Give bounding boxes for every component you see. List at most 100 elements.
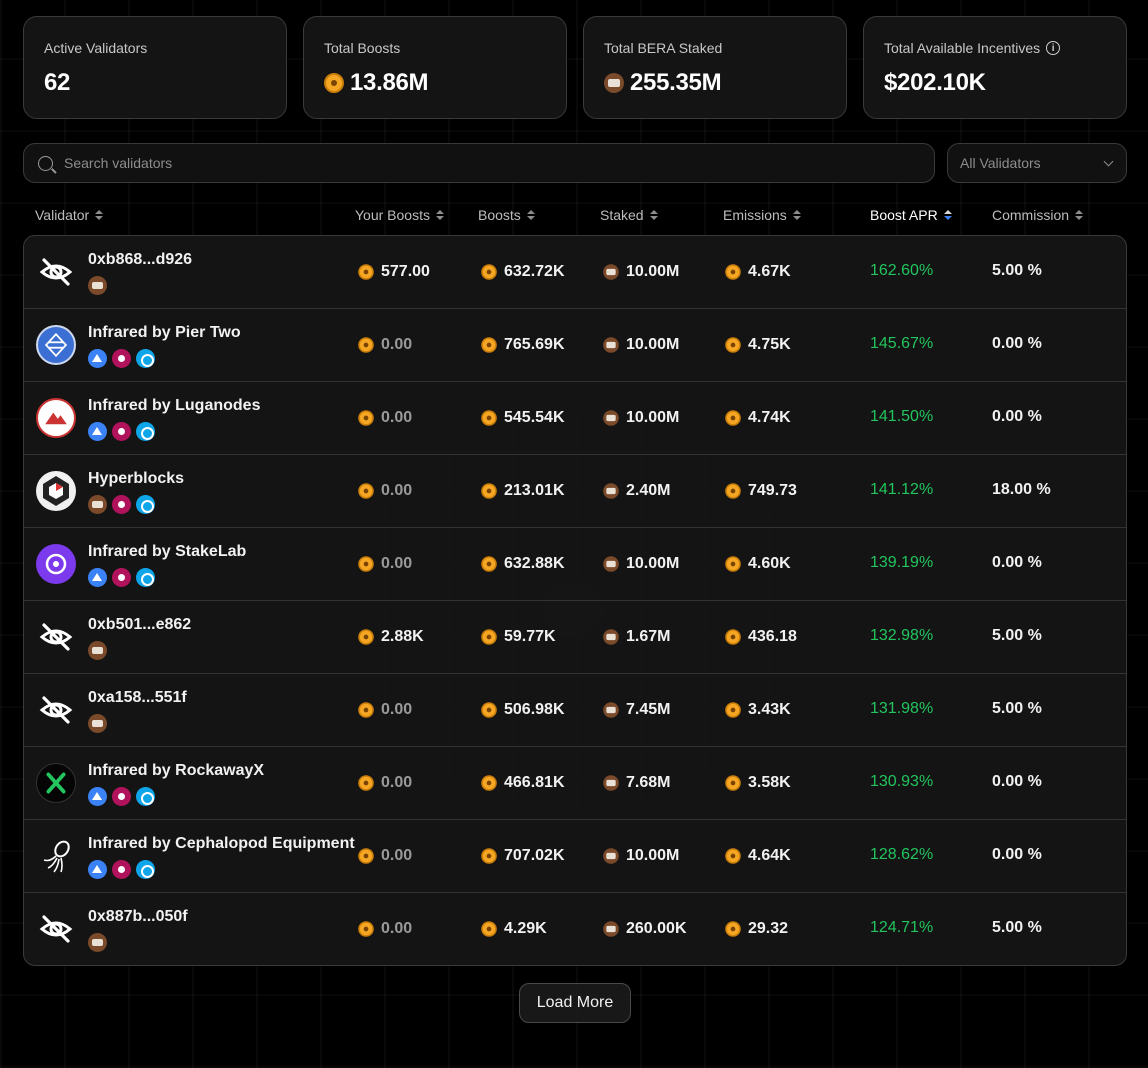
column-label: Staked	[600, 207, 644, 223]
table-row[interactable]: Infrared by Luganodes 0.00 545.54K 10.00M 4.…	[24, 382, 1126, 455]
stat-label: Total Available Incentives i	[884, 39, 1106, 57]
cell-value: 10.00M	[626, 336, 680, 353]
column-header-boost-apr[interactable]: Boost APR	[870, 207, 952, 223]
cell-emissions: 3.58K	[723, 773, 791, 793]
bera-coin-icon	[603, 702, 619, 718]
validator-avatar	[36, 763, 76, 803]
cell-boost-apr: 162.60%	[870, 262, 934, 279]
cell-staked: 7.45M	[601, 700, 670, 720]
info-icon[interactable]: i	[1046, 41, 1061, 55]
validator-avatar	[36, 325, 76, 365]
cell-your-boosts: 0.00	[356, 773, 412, 793]
table-row[interactable]: Infrared by Pier Two 0.00 765.69K 10.00M 4.7…	[24, 309, 1126, 382]
cell-value: 0.00	[381, 774, 413, 791]
incentive-badges	[88, 787, 155, 806]
table-row[interactable]: Infrared by Cephalopod Equipment 0.00 707.…	[24, 820, 1126, 893]
cell-value: 749.73	[748, 482, 797, 499]
magenta-token-icon	[112, 860, 131, 879]
search-bar[interactable]	[23, 143, 935, 183]
bgt-coin-icon	[358, 264, 374, 280]
column-header-emissions[interactable]: Emissions	[723, 207, 801, 223]
column-header-your-boosts[interactable]: Your Boosts	[355, 207, 444, 223]
cell-value: 4.64K	[748, 847, 791, 864]
cell-boosts: 707.02K	[479, 846, 565, 866]
cell-emissions: 3.43K	[723, 700, 791, 720]
sort-icon	[95, 210, 104, 220]
bgt-coin-icon	[725, 264, 741, 280]
bera-coin-icon	[603, 775, 619, 791]
cell-commission: 0.00 %	[992, 554, 1042, 571]
cell-emissions: 436.18	[723, 627, 797, 647]
column-label: Your Boosts	[355, 207, 430, 223]
stat-value: 62	[44, 69, 266, 97]
table-row[interactable]: Infrared by RockawayX 0.00 466.81K 7.68M 3.5…	[24, 747, 1126, 820]
cell-value: 10.00M	[626, 409, 680, 426]
bera-coin-icon	[603, 483, 619, 499]
table-row[interactable]: 0x887b...050f 0.00 4.29K 260.00K 29.32 124.71…	[24, 893, 1126, 965]
stat-card-active-validators: Active Validators 62	[23, 16, 287, 119]
cell-value: 632.72K	[504, 263, 565, 280]
cell-value: 0.00	[381, 701, 413, 718]
bera-coin-icon	[604, 73, 624, 93]
cell-staked: 260.00K	[601, 919, 687, 939]
eye-off-icon	[36, 617, 76, 657]
cell-value: 436.18	[748, 628, 797, 645]
cyan-token-icon	[136, 349, 155, 368]
bera-coin-icon	[603, 410, 619, 426]
cyan-token-icon	[136, 495, 155, 514]
eye-off-icon	[36, 252, 76, 292]
table-row[interactable]: 0xb868...d926 577.00 632.72K 10.00M 4.67K 162…	[24, 236, 1126, 309]
column-label: Boost APR	[870, 207, 938, 223]
cell-commission: 0.00 %	[992, 335, 1042, 352]
bgt-coin-icon	[358, 410, 374, 426]
brown-token-icon	[88, 933, 107, 952]
stat-value: $202.10K	[884, 69, 1106, 97]
column-header-commission[interactable]: Commission	[992, 207, 1084, 223]
cell-boosts: 632.72K	[479, 262, 565, 282]
bgt-coin-icon	[358, 775, 374, 791]
cell-boosts: 765.69K	[479, 335, 565, 355]
bgt-coin-icon	[324, 73, 344, 93]
bgt-coin-icon	[725, 410, 741, 426]
table-row[interactable]: 0xa158...551f 0.00 506.98K 7.45M 3.43K 131.98…	[24, 674, 1126, 747]
cell-boost-apr: 124.71%	[870, 919, 934, 936]
eye-off-icon	[36, 690, 76, 730]
cell-staked: 1.67M	[601, 627, 670, 647]
cell-emissions: 4.64K	[723, 846, 791, 866]
cell-value: 4.67K	[748, 263, 791, 280]
stat-card-total-incentives: Total Available Incentives i $202.10K	[863, 16, 1127, 119]
stat-label-text: Total Available Incentives	[884, 40, 1041, 56]
brown-token-icon	[88, 495, 107, 514]
cell-commission: 0.00 %	[992, 773, 1042, 790]
validator-avatar	[36, 398, 76, 438]
table-row[interactable]: 0xb501...e862 2.88K 59.77K 1.67M 436.18 132.9…	[24, 601, 1126, 674]
load-more-button[interactable]: Load More	[519, 983, 631, 1023]
validator-name: Hyperblocks	[88, 470, 185, 487]
column-header-boosts[interactable]: Boosts	[478, 207, 535, 223]
column-header-validator[interactable]: Validator	[35, 207, 104, 223]
cell-value: 466.81K	[504, 774, 565, 791]
cell-boosts: 59.77K	[479, 627, 556, 647]
cell-value: 577.00	[381, 263, 430, 280]
validator-avatar	[36, 471, 76, 511]
cyan-token-icon	[136, 568, 155, 587]
column-header-staked[interactable]: Staked	[600, 207, 658, 223]
bgt-coin-icon	[358, 483, 374, 499]
validator-name: Infrared by Pier Two	[88, 324, 241, 341]
bgt-coin-icon	[481, 775, 497, 791]
table-row[interactable]: Infrared by StakeLab 0.00 632.88K 10.00M 4.6…	[24, 528, 1126, 601]
table-row[interactable]: Hyperblocks 0.00 213.01K 2.40M 749.73 141.12%…	[24, 455, 1126, 528]
validator-filter-select[interactable]: All Validators	[947, 143, 1127, 183]
sort-icon	[792, 210, 801, 220]
search-input[interactable]	[64, 155, 904, 171]
bgt-coin-icon	[725, 629, 741, 645]
cell-value: 2.40M	[626, 482, 671, 499]
stat-value-text: $202.10K	[884, 69, 986, 96]
cell-value: 0.00	[381, 920, 413, 937]
cell-value: 3.43K	[748, 701, 791, 718]
column-label: Emissions	[723, 207, 787, 223]
incentive-badges	[88, 641, 107, 660]
cell-your-boosts: 0.00	[356, 481, 412, 501]
cell-value: 545.54K	[504, 409, 565, 426]
incentive-badges	[88, 276, 107, 295]
